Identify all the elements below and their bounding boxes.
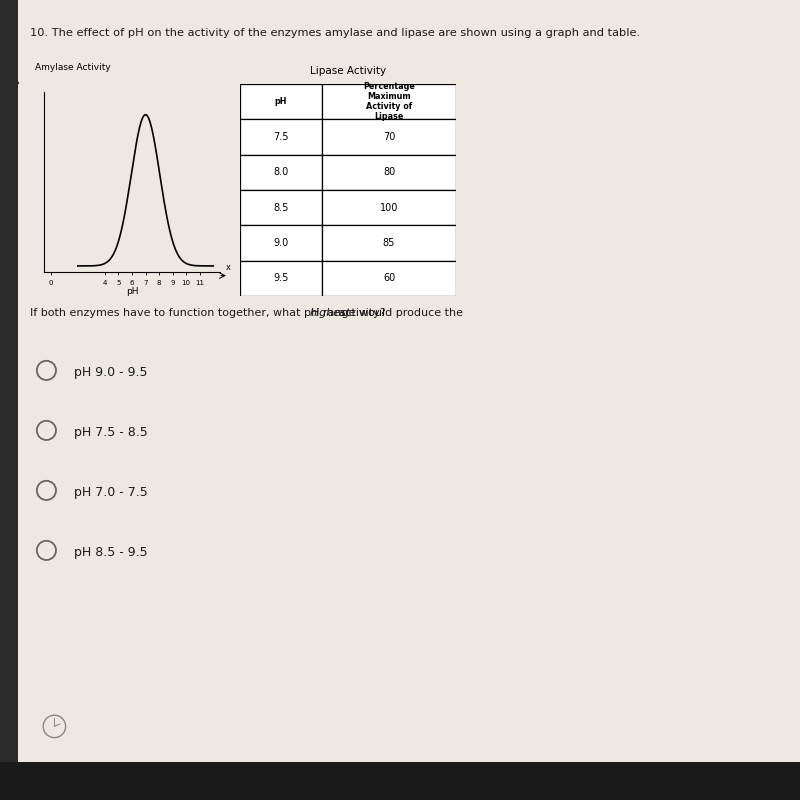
Text: Percentage
Maximum
Activity of
Lipase: Percentage Maximum Activity of Lipase — [363, 82, 415, 122]
Bar — [322, 119, 456, 154]
Text: highest: highest — [310, 308, 350, 318]
Text: 8.5: 8.5 — [274, 202, 289, 213]
Bar — [240, 154, 322, 190]
Text: If both enzymes have to function together, what pH range would produce the: If both enzymes have to function togethe… — [30, 308, 467, 318]
Text: pH 8.5 - 9.5: pH 8.5 - 9.5 — [74, 546, 147, 558]
Bar — [240, 226, 322, 261]
Text: pH 9.0 - 9.5: pH 9.0 - 9.5 — [74, 366, 147, 378]
Bar — [322, 261, 456, 296]
Text: Lipase Activity: Lipase Activity — [310, 66, 386, 75]
Bar — [240, 84, 322, 119]
Text: 8.0: 8.0 — [274, 167, 289, 178]
Text: pH: pH — [274, 97, 287, 106]
Bar — [322, 84, 456, 119]
Text: pH 7.5 - 8.5: pH 7.5 - 8.5 — [74, 426, 147, 438]
Bar — [240, 261, 322, 296]
Text: 9.5: 9.5 — [274, 274, 289, 283]
Text: MacBook Pro: MacBook Pro — [664, 774, 735, 784]
Bar — [322, 154, 456, 190]
Text: pH 7.0 - 7.5: pH 7.0 - 7.5 — [74, 486, 147, 498]
Text: 80: 80 — [383, 167, 395, 178]
Text: 85: 85 — [383, 238, 395, 248]
Bar — [322, 226, 456, 261]
Text: 70: 70 — [383, 132, 395, 142]
Text: y: y — [12, 74, 18, 83]
Text: 60: 60 — [383, 274, 395, 283]
Text: activity?: activity? — [334, 308, 386, 318]
Text: 100: 100 — [380, 202, 398, 213]
Bar — [240, 119, 322, 154]
Text: x: x — [226, 263, 230, 272]
Bar — [240, 190, 322, 226]
Text: 10. The effect of pH on the activity of the enzymes amylase and lipase are shown: 10. The effect of pH on the activity of … — [30, 28, 641, 38]
Bar — [322, 190, 456, 226]
Text: 7.5: 7.5 — [274, 132, 289, 142]
X-axis label: pH: pH — [126, 287, 138, 296]
Text: Amylase Activity: Amylase Activity — [35, 63, 111, 72]
Text: 9.0: 9.0 — [274, 238, 289, 248]
